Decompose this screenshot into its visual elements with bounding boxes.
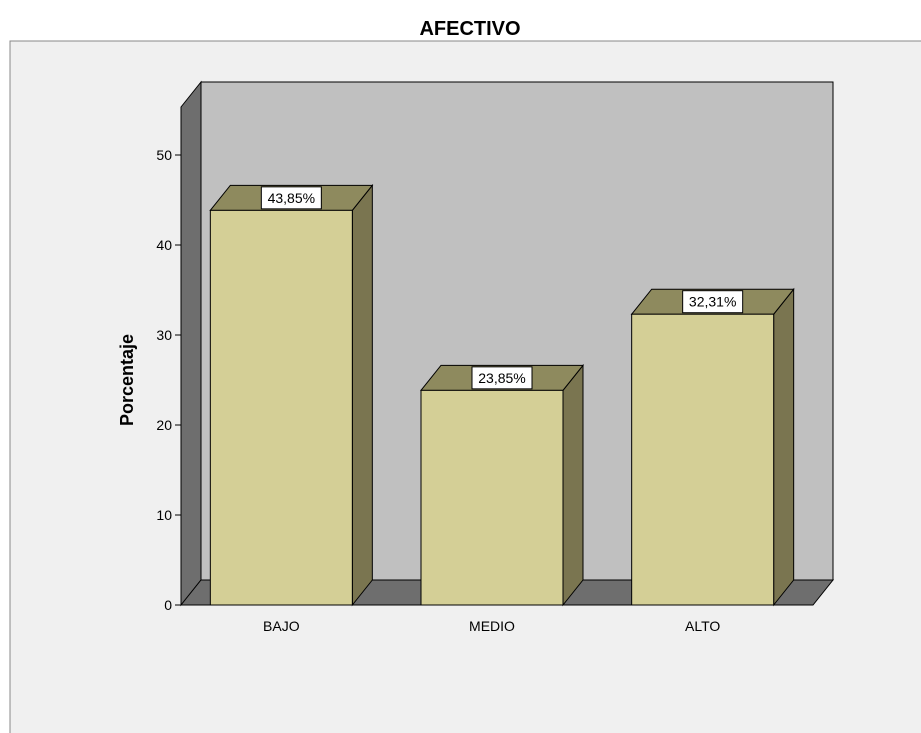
y-tick-label: 30 xyxy=(156,327,172,343)
y-tick-label: 10 xyxy=(156,507,172,523)
data-label-box xyxy=(471,366,533,390)
plot-left-wall xyxy=(180,80,202,607)
y-tick-label: 40 xyxy=(156,237,172,253)
bar xyxy=(420,389,564,606)
data-label-box xyxy=(682,290,744,314)
bar xyxy=(209,209,353,606)
bar-side xyxy=(351,183,373,607)
x-tick-label: BAJO xyxy=(263,618,300,634)
plot-area: 0 10 20 30 40 50 43,85% BAJO 23,85% MEDIO 32,31% AL… xyxy=(156,80,835,634)
bar xyxy=(631,313,775,606)
chart-title: AFECTIVO xyxy=(419,18,520,40)
y-tick-label: 0 xyxy=(164,597,172,613)
x-tick-label: ALTO xyxy=(685,618,720,634)
y-axis-title: Porcentaje xyxy=(117,334,137,426)
y-tick-label: 20 xyxy=(156,417,172,433)
bar-side xyxy=(773,287,795,607)
data-label-box xyxy=(260,186,322,210)
y-tick-label: 50 xyxy=(156,147,172,163)
data-label: 32,31% xyxy=(689,294,736,310)
data-label: 23,85% xyxy=(478,370,525,386)
x-tick-label: MEDIO xyxy=(469,618,515,634)
bar-side xyxy=(562,363,584,607)
data-label: 43,85% xyxy=(268,190,315,206)
